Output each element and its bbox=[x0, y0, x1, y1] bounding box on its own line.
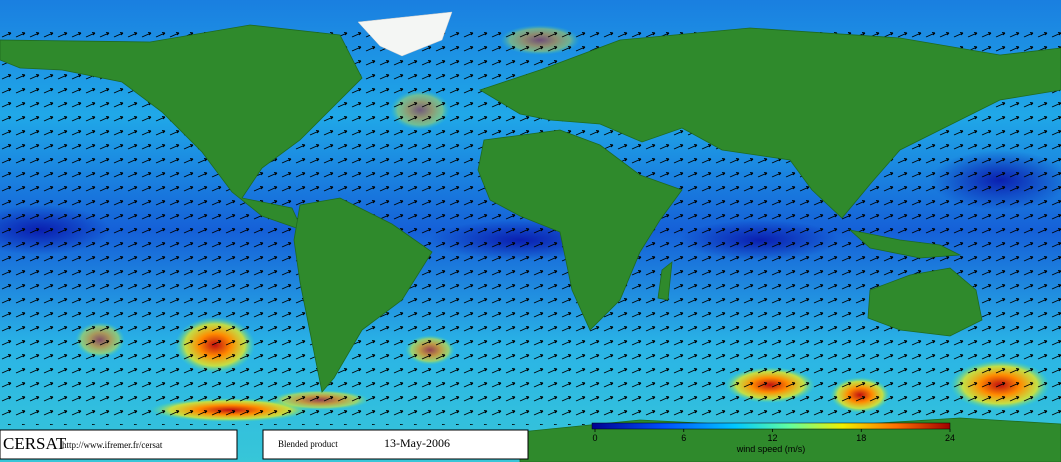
credit-box bbox=[0, 429, 238, 460]
colorbar-tick-label: 0 bbox=[592, 433, 597, 443]
product-box bbox=[262, 429, 529, 460]
colorbar-label: wind speed (m/s) bbox=[736, 444, 806, 454]
colorbar-tick-label: 18 bbox=[856, 433, 866, 443]
logo: CERSAT bbox=[3, 434, 67, 453]
australia bbox=[867, 267, 983, 337]
colorbar-tick-label: 6 bbox=[681, 433, 686, 443]
product: Blended product bbox=[278, 439, 338, 449]
africa bbox=[477, 129, 683, 331]
colorbar-tick-label: 24 bbox=[945, 433, 955, 443]
indonesia bbox=[848, 229, 962, 259]
colorbar bbox=[591, 422, 951, 430]
greenland bbox=[357, 11, 453, 57]
url: http://www.ifremer.fr/cersat bbox=[62, 440, 163, 450]
north-america bbox=[0, 24, 363, 231]
legend-bar: CERSAT http://www.ifremer.fr/cersat Blen… bbox=[0, 422, 951, 460]
madagascar bbox=[657, 261, 673, 301]
colorbar-tick-label: 12 bbox=[767, 433, 777, 443]
date: 13-May-2006 bbox=[384, 436, 450, 450]
eurasia bbox=[479, 27, 1061, 219]
south-america bbox=[293, 197, 433, 393]
